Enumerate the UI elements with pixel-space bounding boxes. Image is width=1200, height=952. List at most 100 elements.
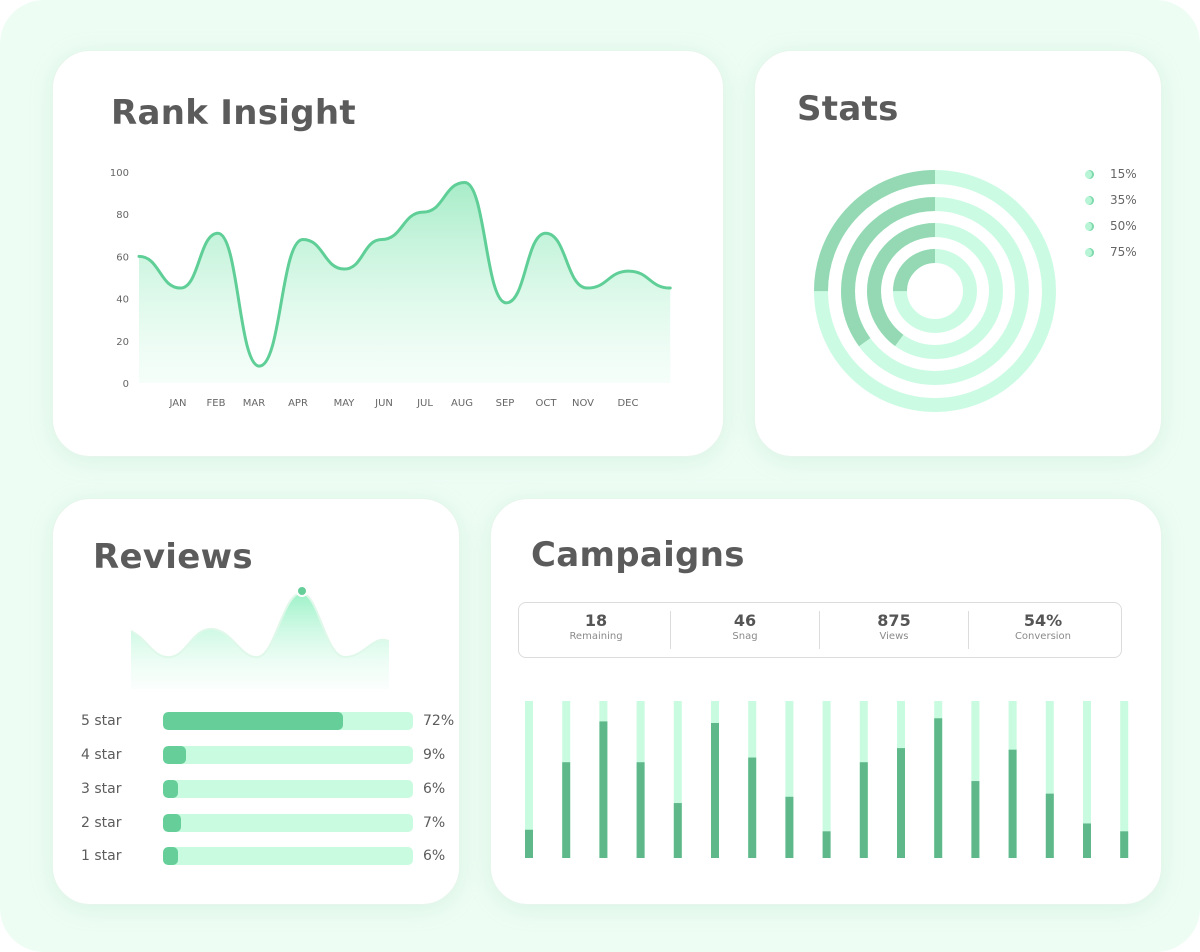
ring-value-arc [841, 197, 1029, 385]
review-row: 2 star 7% [81, 813, 445, 833]
metric-views: 875 Views [819, 603, 969, 657]
campaigns-bar-chart [525, 701, 1129, 858]
legend-dot-icon [1085, 221, 1094, 231]
bar [636, 762, 645, 858]
review-progress-fill [163, 814, 181, 832]
metric-divider [968, 611, 969, 649]
sparkline-peak-marker [296, 585, 308, 597]
review-row: 1 star 6% [81, 846, 445, 866]
legend-dot-icon [1085, 195, 1094, 205]
review-progress-track [163, 746, 413, 764]
reviews-title: Reviews [93, 537, 253, 577]
review-row: 3 star 6% [81, 779, 445, 799]
x-tick-label: NOV [572, 398, 594, 409]
x-tick-label: JUN [374, 398, 393, 409]
review-percent: 9% [423, 747, 446, 763]
metric-divider [819, 611, 820, 649]
metric-label: Snag [732, 631, 758, 642]
legend-dot-icon [1085, 247, 1094, 257]
bar [673, 803, 682, 858]
bar-track [822, 701, 831, 858]
rank-insight-chart: 0 20 40 60 80 100 JAN FEB MAR APR MAY JUN JUL AUG SEP… [110, 168, 672, 409]
y-tick-label: 40 [116, 295, 129, 306]
review-progress-track [163, 712, 413, 730]
bar [1045, 793, 1054, 858]
review-star-label: 2 star [81, 815, 122, 831]
legend-label: 35% [1110, 193, 1137, 207]
bar [859, 762, 868, 858]
bar-track [785, 701, 794, 858]
review-star-label: 4 star [81, 747, 122, 763]
review-row: 5 star 72% [81, 711, 454, 731]
reviews-sparkline [130, 585, 390, 689]
bar [711, 722, 719, 858]
bar-track [525, 701, 533, 858]
rank-insight-title: Rank Insight [111, 93, 356, 133]
legend-dot-icon [1085, 169, 1094, 179]
bar-track [1083, 701, 1091, 858]
bar [1083, 823, 1091, 858]
sparkline-area [131, 593, 389, 689]
y-tick-label: 100 [110, 168, 129, 179]
review-progress-fill [163, 847, 178, 865]
bar [748, 757, 757, 858]
rank-insight-card: Rank Insight 0 20 40 60 80 100 JAN FEB MAR APR MA… [52, 50, 724, 457]
ring-value-arc [893, 249, 977, 333]
metric-value: 18 [584, 611, 608, 630]
rank-area-fill [139, 182, 671, 383]
stats-rings-chart [814, 170, 1056, 412]
legend-item: 50% [1085, 213, 1137, 239]
y-tick-label: 60 [116, 252, 129, 263]
review-progress-fill [163, 780, 178, 798]
metric-remaining: 18 Remaining [521, 603, 671, 657]
bar-track [1120, 701, 1129, 858]
legend-label: 75% [1110, 245, 1137, 259]
ring-value-arc [867, 223, 1003, 359]
review-percent: 72% [423, 713, 455, 729]
ring-value-arc [814, 170, 1056, 412]
review-star-label: 5 star [81, 713, 122, 729]
campaigns-title: Campaigns [531, 535, 745, 575]
bar [934, 718, 943, 858]
x-tick-label: JUL [416, 398, 433, 409]
metric-value: 46 [733, 611, 757, 630]
bar [1120, 831, 1129, 858]
stats-legend: 15% 35% 50% 75% [1085, 161, 1137, 265]
bar [971, 781, 980, 858]
metric-label: Views [879, 631, 909, 642]
rank-series-line [137, 181, 672, 368]
sparkline-line [130, 591, 390, 659]
bar [1008, 749, 1017, 858]
review-progress-track [163, 814, 413, 832]
x-tick-label: APR [288, 398, 308, 409]
legend-item: 15% [1085, 161, 1137, 187]
metric-snag: 46 Snag [670, 603, 820, 657]
review-progress-track [163, 847, 413, 865]
legend-label: 50% [1110, 219, 1137, 233]
x-tick-label: MAY [334, 398, 356, 409]
legend-item: 75% [1085, 239, 1137, 265]
review-progress-fill [163, 712, 343, 730]
y-tick-label: 0 [123, 379, 129, 390]
x-tick-label: AUG [451, 398, 473, 409]
stats-title: Stats [797, 89, 899, 129]
review-progress-fill [163, 746, 186, 764]
x-tick-label: SEP [496, 398, 515, 409]
review-percent: 7% [423, 815, 446, 831]
metric-value: 875 [877, 611, 911, 630]
x-tick-label: OCT [536, 398, 558, 409]
metric-value: 54% [1023, 611, 1063, 630]
review-row: 4 star 9% [81, 745, 445, 765]
metric-conversion: 54% Conversion [968, 603, 1118, 657]
legend-label: 15% [1110, 167, 1137, 181]
bar [562, 762, 571, 858]
stats-card: Stats 15% 35% 50% 75% [754, 50, 1162, 457]
review-percent: 6% [423, 781, 446, 797]
bar-track [971, 701, 980, 858]
bar [822, 831, 831, 858]
bar [599, 721, 608, 858]
review-star-label: 1 star [81, 848, 122, 864]
y-tick-label: 80 [116, 210, 129, 221]
bar [785, 796, 794, 858]
y-tick-label: 20 [116, 337, 129, 348]
